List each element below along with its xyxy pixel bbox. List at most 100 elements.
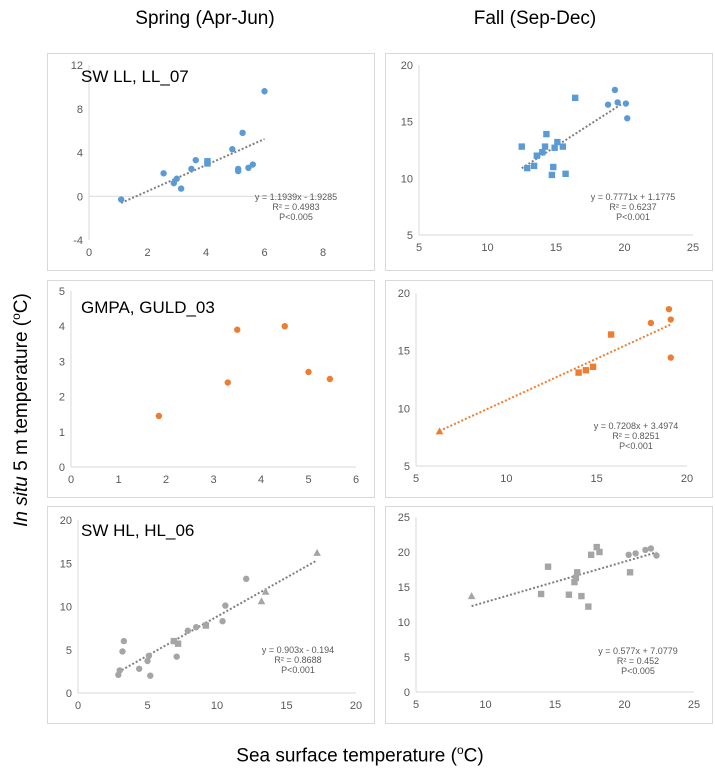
y-axis-label-degree: o <box>8 313 23 320</box>
data-point <box>281 323 288 330</box>
data-point <box>192 156 199 164</box>
y-tick-label: 4 <box>59 321 65 333</box>
panel-label: GMPA, GULD_03 <box>81 298 215 317</box>
data-point <box>604 101 612 108</box>
data-point <box>550 163 557 171</box>
data-point <box>533 152 541 159</box>
y-tick-label: 0 <box>59 462 65 474</box>
panel-fall-gmpa: 5 10 15 20 5 10 15 20 y = 0.7208x + 3.4974 R² = 0… <box>385 280 713 498</box>
x-tick-label: 5 <box>144 700 150 712</box>
regression-annotation: P<0.005 <box>279 212 313 222</box>
data-point <box>116 667 123 674</box>
y-tick-label: 20 <box>398 288 410 300</box>
data-point <box>202 622 210 629</box>
x-tick-label: 0 <box>68 474 74 486</box>
data-point <box>539 149 546 156</box>
data-point <box>582 367 590 374</box>
data-point <box>170 637 178 645</box>
data-point <box>184 627 192 634</box>
data-point <box>219 618 226 625</box>
data-point <box>642 546 649 554</box>
data-point <box>242 575 250 583</box>
y-tick-label: 0 <box>404 687 410 699</box>
data-point <box>548 171 556 179</box>
regression-annotation: P<0.001 <box>281 665 315 675</box>
y-tick-label: 0 <box>66 688 72 700</box>
y-tick-label: 10 <box>398 617 410 629</box>
x-tick-label: 10 <box>481 242 493 254</box>
y-tick-label: 20 <box>398 547 410 559</box>
data-point <box>585 603 592 610</box>
x-tick-label: 10 <box>500 473 512 485</box>
data-point <box>530 162 538 170</box>
y-tick-label: 5 <box>66 645 72 657</box>
data-point <box>224 379 231 386</box>
data-point <box>551 144 558 151</box>
x-tick-label: 3 <box>210 474 216 486</box>
data-point <box>173 653 180 660</box>
x-tick-label: 15 <box>550 242 562 254</box>
data-point <box>562 170 569 177</box>
y-tick-label: 5 <box>407 230 413 242</box>
data-point <box>647 545 655 552</box>
data-point <box>571 94 579 102</box>
y-tick-label: 10 <box>401 173 413 185</box>
x-axis-label-text: Sea surface temperature ( <box>236 745 457 767</box>
data-point <box>119 648 126 655</box>
data-point <box>229 146 236 153</box>
y-tick-label: 15 <box>60 558 72 570</box>
data-point <box>188 165 195 173</box>
x-tick-label: 15 <box>280 700 292 712</box>
regression-annotation: y = 0.903x - 0.194 <box>262 645 334 655</box>
panel-fall-hl: 5 10 15 20 25 0 5 10 15 20 25 y = 0.577x + 7.0779 R²… <box>385 506 713 724</box>
x-tick-label: 5 <box>413 473 419 485</box>
y-tick-label: 5 <box>59 286 65 298</box>
y-axis-label-unit: C) <box>11 293 33 314</box>
x-tick-label: 15 <box>591 473 603 485</box>
x-tick-label: 20 <box>618 699 630 711</box>
data-point <box>518 143 525 150</box>
data-point <box>537 590 545 598</box>
y-tick-label: 20 <box>401 60 413 72</box>
x-tick-label: 20 <box>681 473 693 485</box>
data-point <box>632 550 639 557</box>
y-tick-label: 5 <box>404 461 410 473</box>
x-tick-label: 20 <box>618 242 630 254</box>
y-tick-label: 10 <box>398 403 410 415</box>
regression-annotation: R² = 0.452 <box>617 656 659 666</box>
panel-spring-ll: 0 2 4 6 8 -4 0 4 8 12 SW LL, LL_07 y = 1.1939x - 1.… <box>47 53 375 271</box>
panel-spring-gmpa: 0 1 2 3 4 5 6 0 1 2 3 4 5 GMPA, GULD_03 <box>47 280 375 498</box>
x-tick-label: 1 <box>115 474 121 486</box>
data-point <box>160 170 167 177</box>
y-tick-label: 4 <box>77 148 83 160</box>
data-point <box>554 138 561 146</box>
y-axis-label-italic: In situ <box>11 476 33 527</box>
data-point <box>177 185 185 192</box>
column-title-fall: Fall (Sep-Dec) <box>473 8 597 29</box>
x-tick-label: 10 <box>479 699 491 711</box>
regression-annotation: R² = 0.6237 <box>609 202 656 212</box>
chart-spring-gmpa: 0 1 2 3 4 5 6 0 1 2 3 4 5 GMPA, GULD_03 <box>59 286 359 486</box>
y-tick-label: 25 <box>398 512 410 524</box>
x-tick-label: 2 <box>144 247 150 259</box>
x-tick-label: 15 <box>549 699 561 711</box>
data-point <box>192 624 200 631</box>
data-point <box>653 552 660 559</box>
y-tick-label: 20 <box>60 515 72 527</box>
data-point <box>261 587 270 595</box>
column-title-spring: Spring (Apr-Jun) <box>135 8 275 29</box>
regression-annotation: y = 0.7208x + 3.4974 <box>594 421 679 431</box>
regression-annotation: y = 1.1939x - 1.9285 <box>255 192 337 202</box>
data-point <box>467 592 476 600</box>
data-point <box>305 368 312 376</box>
data-point <box>155 412 163 420</box>
data-point <box>239 129 246 137</box>
data-point <box>575 369 582 376</box>
x-tick-label: 2 <box>163 474 169 486</box>
data-point <box>578 592 585 600</box>
x-axis-label-unit: C) <box>463 745 484 767</box>
data-point <box>326 375 334 383</box>
data-point <box>541 143 549 150</box>
